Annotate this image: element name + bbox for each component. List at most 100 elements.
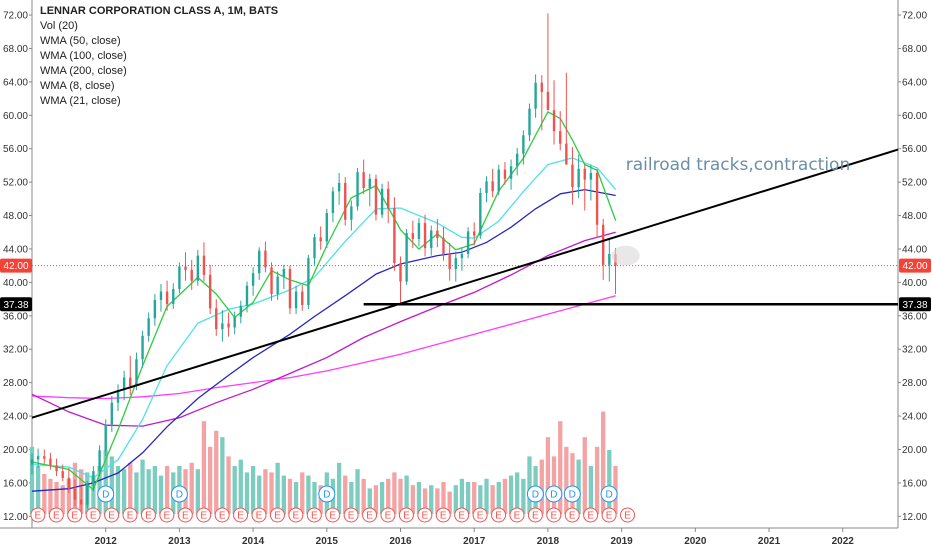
candle-body <box>172 289 175 305</box>
x-tick-label: 2017 <box>463 536 486 547</box>
candle-body <box>36 456 40 460</box>
volume-bar <box>152 466 158 514</box>
volume-bar <box>207 446 213 514</box>
candle-body <box>442 238 445 254</box>
earnings-label: E <box>329 511 336 522</box>
volume-bar <box>158 475 164 514</box>
legend-item-wma50[interactable]: WMA (50, close) <box>40 35 121 47</box>
volume-bar <box>312 482 317 514</box>
chart-title: LENNAR CORPORATION CLASS A, 1M, BATS <box>40 5 279 17</box>
earnings-marker <box>601 507 617 523</box>
y-tick-label-left: 16.00 <box>3 478 28 489</box>
candle-body <box>430 230 433 249</box>
volume-bar <box>189 462 194 514</box>
volume-bar <box>244 472 250 514</box>
candle-body <box>454 258 457 270</box>
volume-bar <box>201 421 207 514</box>
candle-body <box>215 308 218 330</box>
earnings-label: E <box>385 511 392 522</box>
volume-bar <box>386 478 391 514</box>
volume-bar <box>545 437 551 514</box>
volume-bar <box>410 485 415 514</box>
volume-bar <box>336 462 342 514</box>
earnings-label: E <box>108 511 115 522</box>
volume-bar <box>502 478 508 514</box>
y-tick-label-left: 72.00 <box>3 11 28 22</box>
candle-body <box>411 233 415 239</box>
earnings-label: E <box>514 511 521 522</box>
volume-bar <box>472 482 477 514</box>
y-tick-label-left: 40.00 <box>3 278 28 289</box>
legend-item-wma100[interactable]: WMA (100, close) <box>40 50 127 62</box>
earnings-label: E <box>164 511 171 522</box>
dividend-label: D <box>550 490 557 501</box>
volume-bar <box>508 475 514 514</box>
volume-bar <box>35 466 41 514</box>
candle-body <box>473 231 476 236</box>
y-tick-label-right: 20.00 <box>902 445 927 456</box>
legend-item-wma21[interactable]: WMA (21, close) <box>40 95 121 107</box>
annotation-text: railroad tracks,contraction <box>626 155 851 175</box>
earnings-marker <box>177 507 193 523</box>
x-tick-label: 2019 <box>610 536 633 547</box>
volume-bar <box>435 488 440 514</box>
candle-body <box>67 477 71 489</box>
volume-bar <box>214 430 219 514</box>
candle-body <box>282 269 286 277</box>
earnings-marker <box>251 507 267 523</box>
y-tick-label-right: 12.00 <box>902 512 927 523</box>
earnings-label: E <box>458 511 465 522</box>
dividend-label: D <box>569 490 576 501</box>
dividend-marker <box>600 485 618 503</box>
candle-body <box>92 471 95 485</box>
candle-body <box>503 169 507 179</box>
candle-body <box>110 402 114 425</box>
legend-item-vol[interactable]: Vol (20) <box>40 20 78 32</box>
candle-body <box>129 377 132 386</box>
earnings-label: E <box>200 511 207 522</box>
y-tick-label-right: 40.00 <box>902 278 927 289</box>
earnings-marker <box>527 507 543 523</box>
last-price-tag-left-label: 42.00 <box>3 261 28 272</box>
legend-item-wma200[interactable]: WMA (200, close) <box>40 65 127 77</box>
volume-bar <box>275 462 280 514</box>
candle-body <box>417 223 421 239</box>
volume-bar <box>361 478 366 514</box>
candle-body <box>595 172 599 225</box>
candle-body <box>380 188 384 215</box>
earnings-marker <box>417 507 433 523</box>
volume-bar <box>263 469 268 514</box>
earnings-marker <box>269 507 285 523</box>
earnings-label: E <box>90 511 97 522</box>
last-price-tag-right: 42.00 <box>899 258 931 273</box>
candle-body <box>165 291 169 305</box>
volume-bar <box>66 478 72 514</box>
candle-body <box>73 488 77 500</box>
y-tick-label-right: 48.00 <box>902 211 927 222</box>
candle-body <box>337 182 341 192</box>
legend-item-wma8[interactable]: WMA (8, close) <box>40 80 115 92</box>
candle-body <box>313 237 316 259</box>
earnings-marker <box>583 507 599 523</box>
y-tick-label-right: 44.00 <box>902 244 927 255</box>
volume-bar <box>607 450 612 514</box>
y-tick-label-left: 24.00 <box>3 412 28 423</box>
candle-body <box>30 459 34 465</box>
y-tick-label-right: 28.00 <box>902 378 927 389</box>
support-tag-left-label: 37.38 <box>3 300 28 311</box>
earnings-marker <box>288 507 304 523</box>
candle-body <box>104 424 107 451</box>
candle-body <box>251 273 255 286</box>
last-price-tag-left: 42.00 <box>0 258 32 273</box>
wma100-line <box>31 231 616 427</box>
wma21-line <box>31 157 617 479</box>
volume-bar <box>293 482 299 514</box>
rising-trendline <box>31 148 899 419</box>
volume-bar <box>128 462 133 514</box>
candle-body <box>86 484 89 505</box>
volume-bar <box>140 459 145 514</box>
candle-body <box>387 188 390 209</box>
candle-body <box>43 456 46 459</box>
candle-body <box>577 168 580 188</box>
